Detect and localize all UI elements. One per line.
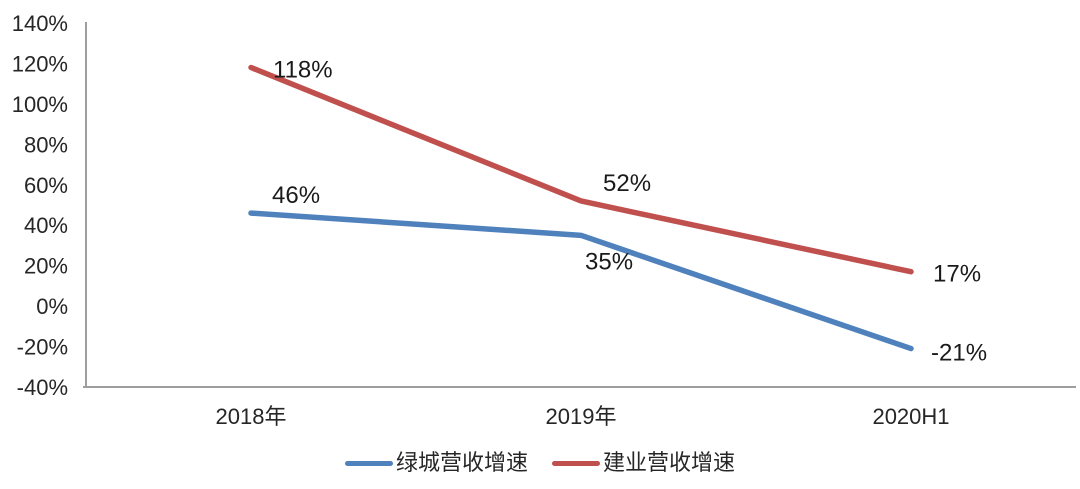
y-axis-tick-label: 120% — [12, 51, 68, 76]
legend-line-swatch-blue — [344, 460, 393, 466]
data-label: 17% — [933, 261, 981, 288]
data-label: 52% — [603, 170, 651, 197]
legend-item-greentown: 绿城营收增速 — [344, 450, 528, 475]
legend: 绿城营收增速 建业营收增速 — [0, 452, 1080, 474]
y-axis-tick-label: -20% — [17, 335, 68, 360]
y-axis-tick-label: 60% — [24, 173, 68, 198]
y-axis-tick-label: -40% — [17, 375, 68, 400]
legend-label-jianye: 建业营收增速 — [603, 450, 736, 475]
legend-label-greentown: 绿城营收增速 — [395, 450, 528, 475]
data-label: 118% — [273, 56, 333, 83]
data-label: 35% — [585, 248, 633, 275]
legend-item-jianye: 建业营收增速 — [552, 452, 735, 474]
y-axis-tick-label: 100% — [12, 92, 68, 117]
x-axis-label: 2018年 — [216, 404, 287, 429]
data-label: 46% — [272, 182, 320, 209]
y-axis-tick-label: 40% — [24, 213, 68, 238]
series-line-0 — [248, 210, 914, 352]
y-axis-tick-label: 80% — [24, 132, 68, 157]
y-axis-tick-label: 20% — [24, 254, 68, 279]
legend-line-swatch-red — [552, 460, 600, 466]
y-axis-tick-label: 140% — [12, 11, 68, 36]
x-axis-label: 2019年 — [546, 404, 617, 429]
series-line-1 — [248, 64, 914, 275]
data-label: -21% — [931, 340, 987, 367]
y-axis-tick-label: 0% — [36, 294, 68, 319]
x-axis-label: 2020H1 — [872, 404, 949, 429]
